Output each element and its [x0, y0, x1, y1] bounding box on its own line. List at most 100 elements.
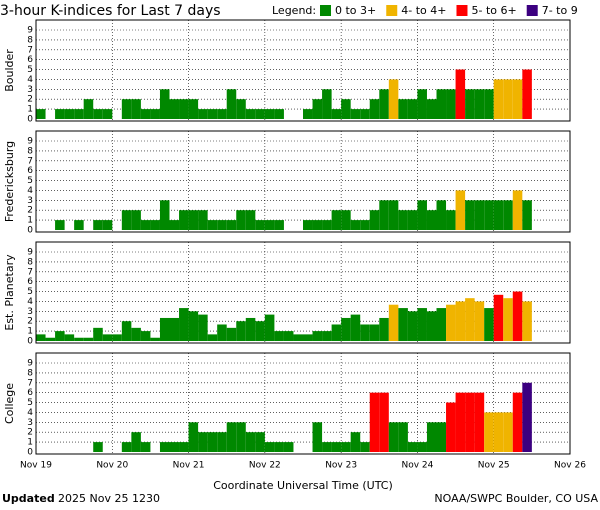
bar: [179, 442, 189, 452]
y-tick-label: 4: [27, 75, 33, 85]
bar: [74, 337, 84, 341]
bar: [236, 321, 246, 341]
bar: [436, 308, 447, 341]
bar: [198, 210, 208, 230]
bar: [350, 220, 361, 230]
y-axis-label: Est. Planetary: [3, 254, 16, 331]
bar: [484, 308, 494, 341]
bar: [198, 432, 208, 452]
bar: [207, 220, 218, 230]
bar: [341, 317, 351, 341]
bar: [283, 331, 294, 341]
bar: [446, 304, 456, 341]
bar: [331, 442, 342, 452]
bar: [446, 89, 456, 119]
y-tick-label: 4: [27, 297, 33, 307]
bar: [465, 200, 475, 230]
bar: [417, 442, 427, 452]
y-tick-label: 9: [27, 26, 33, 36]
x-tick-label: Nov 26: [554, 461, 586, 471]
bar: [322, 220, 332, 230]
bar: [398, 99, 408, 119]
y-tick-label: 0: [27, 448, 33, 458]
bar: [417, 308, 427, 341]
legend-swatch: [386, 5, 398, 16]
y-axis-label: Fredericksburg: [3, 141, 16, 222]
y-tick-label: 3: [27, 307, 33, 317]
bar: [398, 308, 408, 341]
bar: [245, 109, 256, 119]
bar: [322, 442, 332, 452]
bar: [322, 89, 332, 119]
bar: [83, 99, 94, 119]
bar: [426, 210, 437, 230]
x-tick-label: Nov 25: [478, 461, 510, 471]
y-tick-label: 6: [27, 277, 33, 287]
bar: [169, 317, 180, 341]
bar: [226, 327, 237, 341]
y-tick-label: 4: [27, 408, 33, 418]
bar: [179, 308, 189, 341]
bar: [388, 304, 399, 341]
bar: [446, 210, 456, 230]
bar: [369, 99, 380, 119]
bar: [198, 109, 208, 119]
bar: [188, 311, 199, 341]
y-tick-label: 2: [27, 428, 33, 438]
y-tick-label: 7: [27, 156, 33, 166]
bar: [169, 220, 180, 230]
y-tick-label: 0: [27, 115, 33, 125]
bar: [207, 334, 218, 341]
x-tick-label: Nov 21: [173, 461, 205, 471]
bar: [312, 331, 323, 341]
bar: [407, 210, 418, 230]
bar: [512, 392, 523, 452]
bar: [159, 200, 170, 230]
bar: [179, 210, 189, 230]
legend-label: 4- to 4+: [401, 4, 446, 17]
x-tick-label: Nov 24: [401, 461, 433, 471]
bar: [74, 109, 84, 119]
bar: [93, 220, 103, 230]
legend-title: Legend:: [272, 4, 316, 17]
y-tick-label: 6: [27, 388, 33, 398]
bar: [131, 327, 141, 341]
bar: [283, 442, 294, 452]
y-tick-label: 7: [27, 378, 33, 388]
y-tick-label: 5: [27, 176, 33, 186]
y-tick-label: 3: [27, 85, 33, 95]
x-tick-label: Nov 23: [325, 461, 357, 471]
y-tick-label: 2: [27, 95, 33, 105]
bar: [131, 210, 141, 230]
bar: [55, 109, 65, 119]
bar: [121, 321, 132, 341]
bar: [169, 442, 180, 452]
y-tick-label: 4: [27, 186, 33, 196]
panel-frame: [35, 352, 571, 455]
legend-swatch: [456, 5, 468, 16]
bar: [436, 89, 447, 119]
bar: [303, 334, 313, 341]
y-tick-label: 9: [27, 137, 33, 147]
bar: [522, 382, 532, 452]
bar: [522, 200, 532, 230]
y-tick-label: 5: [27, 65, 33, 75]
bar: [436, 422, 447, 452]
bar: [274, 442, 284, 452]
bar: [341, 442, 351, 452]
bar: [217, 432, 227, 452]
bar: [388, 79, 399, 119]
y-tick-label: 2: [27, 317, 33, 327]
y-tick-label: 1: [27, 327, 33, 337]
bar: [379, 392, 389, 452]
bar: [55, 331, 65, 341]
y-tick-label: 5: [27, 398, 33, 408]
bar: [465, 89, 475, 119]
bar: [264, 314, 275, 341]
y-tick-label: 8: [27, 368, 33, 378]
bar: [512, 291, 523, 341]
bar: [36, 334, 46, 341]
bar: [312, 99, 323, 119]
bar: [198, 314, 208, 341]
legend-label: 7- to 9: [542, 4, 578, 17]
